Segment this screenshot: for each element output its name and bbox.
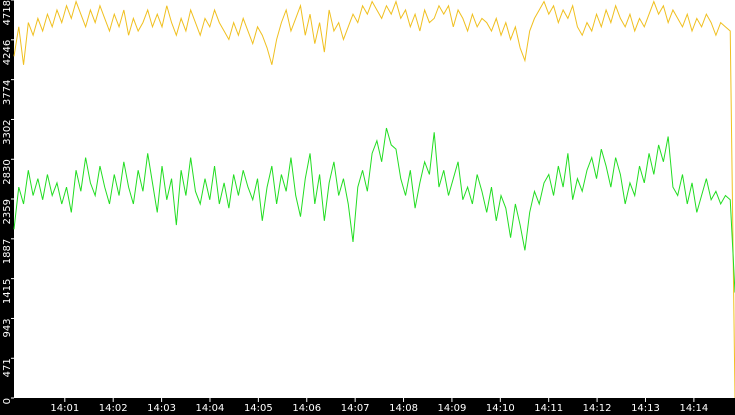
x-tick-label: 14:11	[534, 403, 563, 414]
x-tick-label: 14:03	[147, 403, 176, 414]
x-tick-label: 14:09	[438, 403, 467, 414]
y-tick-label: 1887	[2, 239, 13, 264]
y-axis-band	[0, 0, 14, 415]
y-tick-label: 4246	[2, 40, 13, 65]
y-tick-label: 3302	[2, 119, 13, 144]
x-tick-label: 14:06	[292, 403, 321, 414]
x-tick-label: 14:13	[631, 403, 660, 414]
x-axis-band	[0, 398, 735, 415]
x-tick-label: 14:10	[486, 403, 515, 414]
series-line	[13, 0, 735, 399]
x-tick-label: 14:14	[679, 403, 708, 414]
x-tick-label: 14:01	[50, 403, 79, 414]
y-tick-label: 943	[2, 318, 13, 337]
y-tick-label: 4718	[2, 0, 13, 25]
x-tick-label: 14:07	[341, 403, 370, 414]
x-tick-label: 14:12	[583, 403, 612, 414]
series-line	[13, 127, 735, 293]
y-tick-label: 2830	[2, 159, 13, 184]
y-tick-label: 2359	[2, 199, 13, 224]
y-tick-label: 1415	[2, 279, 13, 304]
x-tick-label: 14:02	[99, 403, 128, 414]
y-tick-label: 3774	[2, 80, 13, 105]
x-tick-label: 14:04	[196, 403, 225, 414]
x-tick-label: 14:05	[244, 403, 273, 414]
y-tick-label: 0	[2, 398, 13, 404]
x-tick-label: 14:08	[389, 403, 418, 414]
y-tick-label: 471	[2, 358, 13, 377]
